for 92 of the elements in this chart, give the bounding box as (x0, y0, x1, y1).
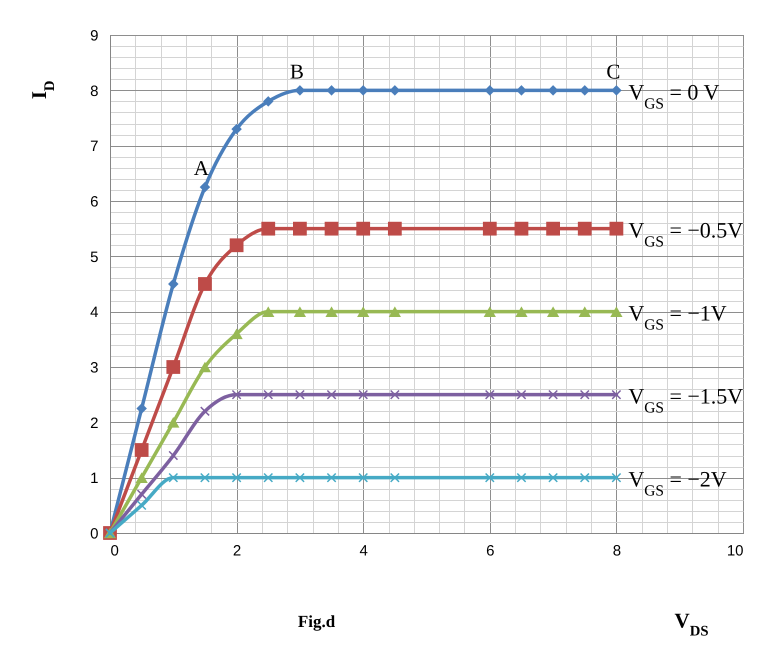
point (578, 222, 592, 236)
point (578, 306, 591, 317)
point (548, 390, 558, 400)
annotation: C (606, 59, 620, 84)
point (611, 472, 622, 483)
text: Fig.d (298, 612, 336, 631)
point (167, 417, 180, 428)
point (168, 278, 179, 290)
y-tick-label: 7 (90, 138, 98, 156)
point (168, 472, 178, 483)
point (136, 500, 147, 510)
x-tick-label: 0 (110, 542, 119, 560)
point (548, 472, 558, 483)
x-tick-label: 2 (232, 542, 242, 560)
point (482, 222, 497, 236)
point (516, 472, 526, 483)
point (388, 306, 401, 317)
point (263, 96, 274, 107)
point (294, 85, 306, 96)
point (263, 390, 274, 400)
point (136, 489, 147, 500)
point (261, 222, 276, 236)
point (326, 390, 336, 400)
x-tick-label: 4 (360, 542, 368, 560)
point (231, 124, 242, 134)
point (294, 306, 306, 317)
point (610, 222, 624, 236)
point (358, 390, 368, 400)
series-label: V$_{GS}$ = −2V (628, 466, 727, 500)
series-label: V$_{GS}$ = 0 V (628, 79, 720, 112)
point (580, 472, 590, 483)
point (358, 472, 368, 483)
point (548, 85, 558, 96)
point (294, 390, 305, 400)
point (168, 450, 178, 460)
point (516, 85, 527, 96)
point (484, 390, 495, 400)
point (200, 406, 210, 416)
point (326, 472, 336, 483)
point (134, 443, 149, 457)
point (232, 390, 242, 400)
point (294, 472, 305, 483)
point (293, 222, 307, 236)
point (514, 222, 528, 236)
x-axis-title: V$_{DS}$ (674, 608, 708, 640)
y-tick-label: 9 (90, 28, 98, 44)
point (325, 306, 338, 317)
point (390, 390, 400, 400)
point (611, 390, 622, 400)
point (611, 85, 622, 96)
x-tick-label: 10 (726, 542, 744, 560)
point (546, 222, 560, 236)
x-tick-label: 6 (486, 542, 494, 560)
point (516, 390, 526, 400)
point (580, 390, 590, 400)
point (610, 306, 623, 317)
x-tick-label: 8 (612, 542, 622, 560)
annotation: A (194, 156, 210, 180)
y-tick-label: 3 (90, 360, 98, 376)
point (200, 182, 210, 192)
series-label: V$_{GS}$ = −0.5V (628, 218, 744, 250)
point (136, 403, 147, 414)
point (200, 472, 210, 483)
point (232, 472, 242, 483)
y-tick-label: 0 (90, 526, 98, 542)
y-tick-label: 1 (90, 470, 98, 488)
annotation: B (290, 59, 304, 84)
series-label: V$_{GS}$ = −1.5V (628, 384, 744, 416)
point (263, 472, 274, 483)
y-tick-label: 2 (90, 414, 98, 432)
point (580, 85, 590, 96)
point (484, 306, 496, 317)
point (390, 472, 400, 483)
point (324, 222, 338, 236)
point (326, 85, 337, 96)
point (230, 238, 244, 252)
point (262, 306, 274, 317)
point (484, 472, 495, 483)
point (546, 306, 560, 317)
point (356, 222, 370, 236)
point (136, 472, 148, 483)
point (198, 277, 212, 291)
point (357, 306, 370, 317)
y-tick-label: 4 (90, 304, 98, 322)
point (515, 306, 528, 317)
point (388, 222, 402, 236)
y-tick-label: 6 (90, 194, 98, 210)
series-label: V$_{GS}$ = −1V (628, 300, 727, 334)
y-tick-label: 5 (90, 248, 98, 266)
y-tick-label: 8 (90, 82, 98, 100)
point (198, 362, 212, 372)
point (166, 360, 180, 374)
